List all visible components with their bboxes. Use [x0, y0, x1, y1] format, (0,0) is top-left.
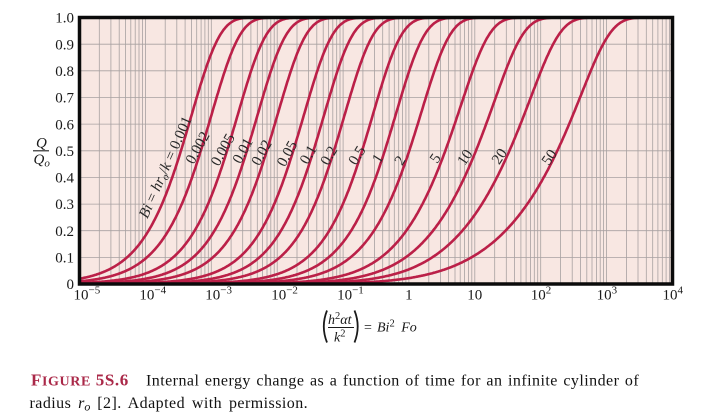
- svg-text:radius ro [2]. Adapted with pe: radius ro [2]. Adapted with permission.: [30, 395, 309, 414]
- svg-text:Q: Q: [36, 136, 47, 152]
- svg-text:=: =: [364, 321, 372, 336]
- svg-text:0.4: 0.4: [55, 171, 74, 187]
- svg-text:0.5: 0.5: [55, 144, 74, 160]
- svg-text:0.2: 0.2: [55, 224, 74, 240]
- svg-text:0.7: 0.7: [55, 91, 74, 107]
- svg-text:FIGURE 5S.6: FIGURE 5S.6: [31, 371, 129, 390]
- svg-text:0.8: 0.8: [55, 64, 74, 80]
- svg-text:1: 1: [405, 288, 413, 304]
- svg-text:0.3: 0.3: [55, 197, 74, 213]
- svg-text:1.0: 1.0: [55, 11, 74, 27]
- svg-text:0.9: 0.9: [55, 37, 74, 53]
- svg-text:0: 0: [67, 277, 75, 293]
- svg-text:0.6: 0.6: [55, 117, 74, 133]
- svg-text:h2αt: h2αt: [328, 311, 353, 328]
- svg-text:Internal energy change as a fu: Internal energy change as a function of …: [146, 373, 639, 390]
- svg-text:Bi2 Fo: Bi2 Fo: [377, 319, 417, 336]
- svg-text:0.1: 0.1: [55, 251, 74, 267]
- svg-text:10: 10: [467, 288, 482, 304]
- svg-text:k2: k2: [334, 329, 345, 346]
